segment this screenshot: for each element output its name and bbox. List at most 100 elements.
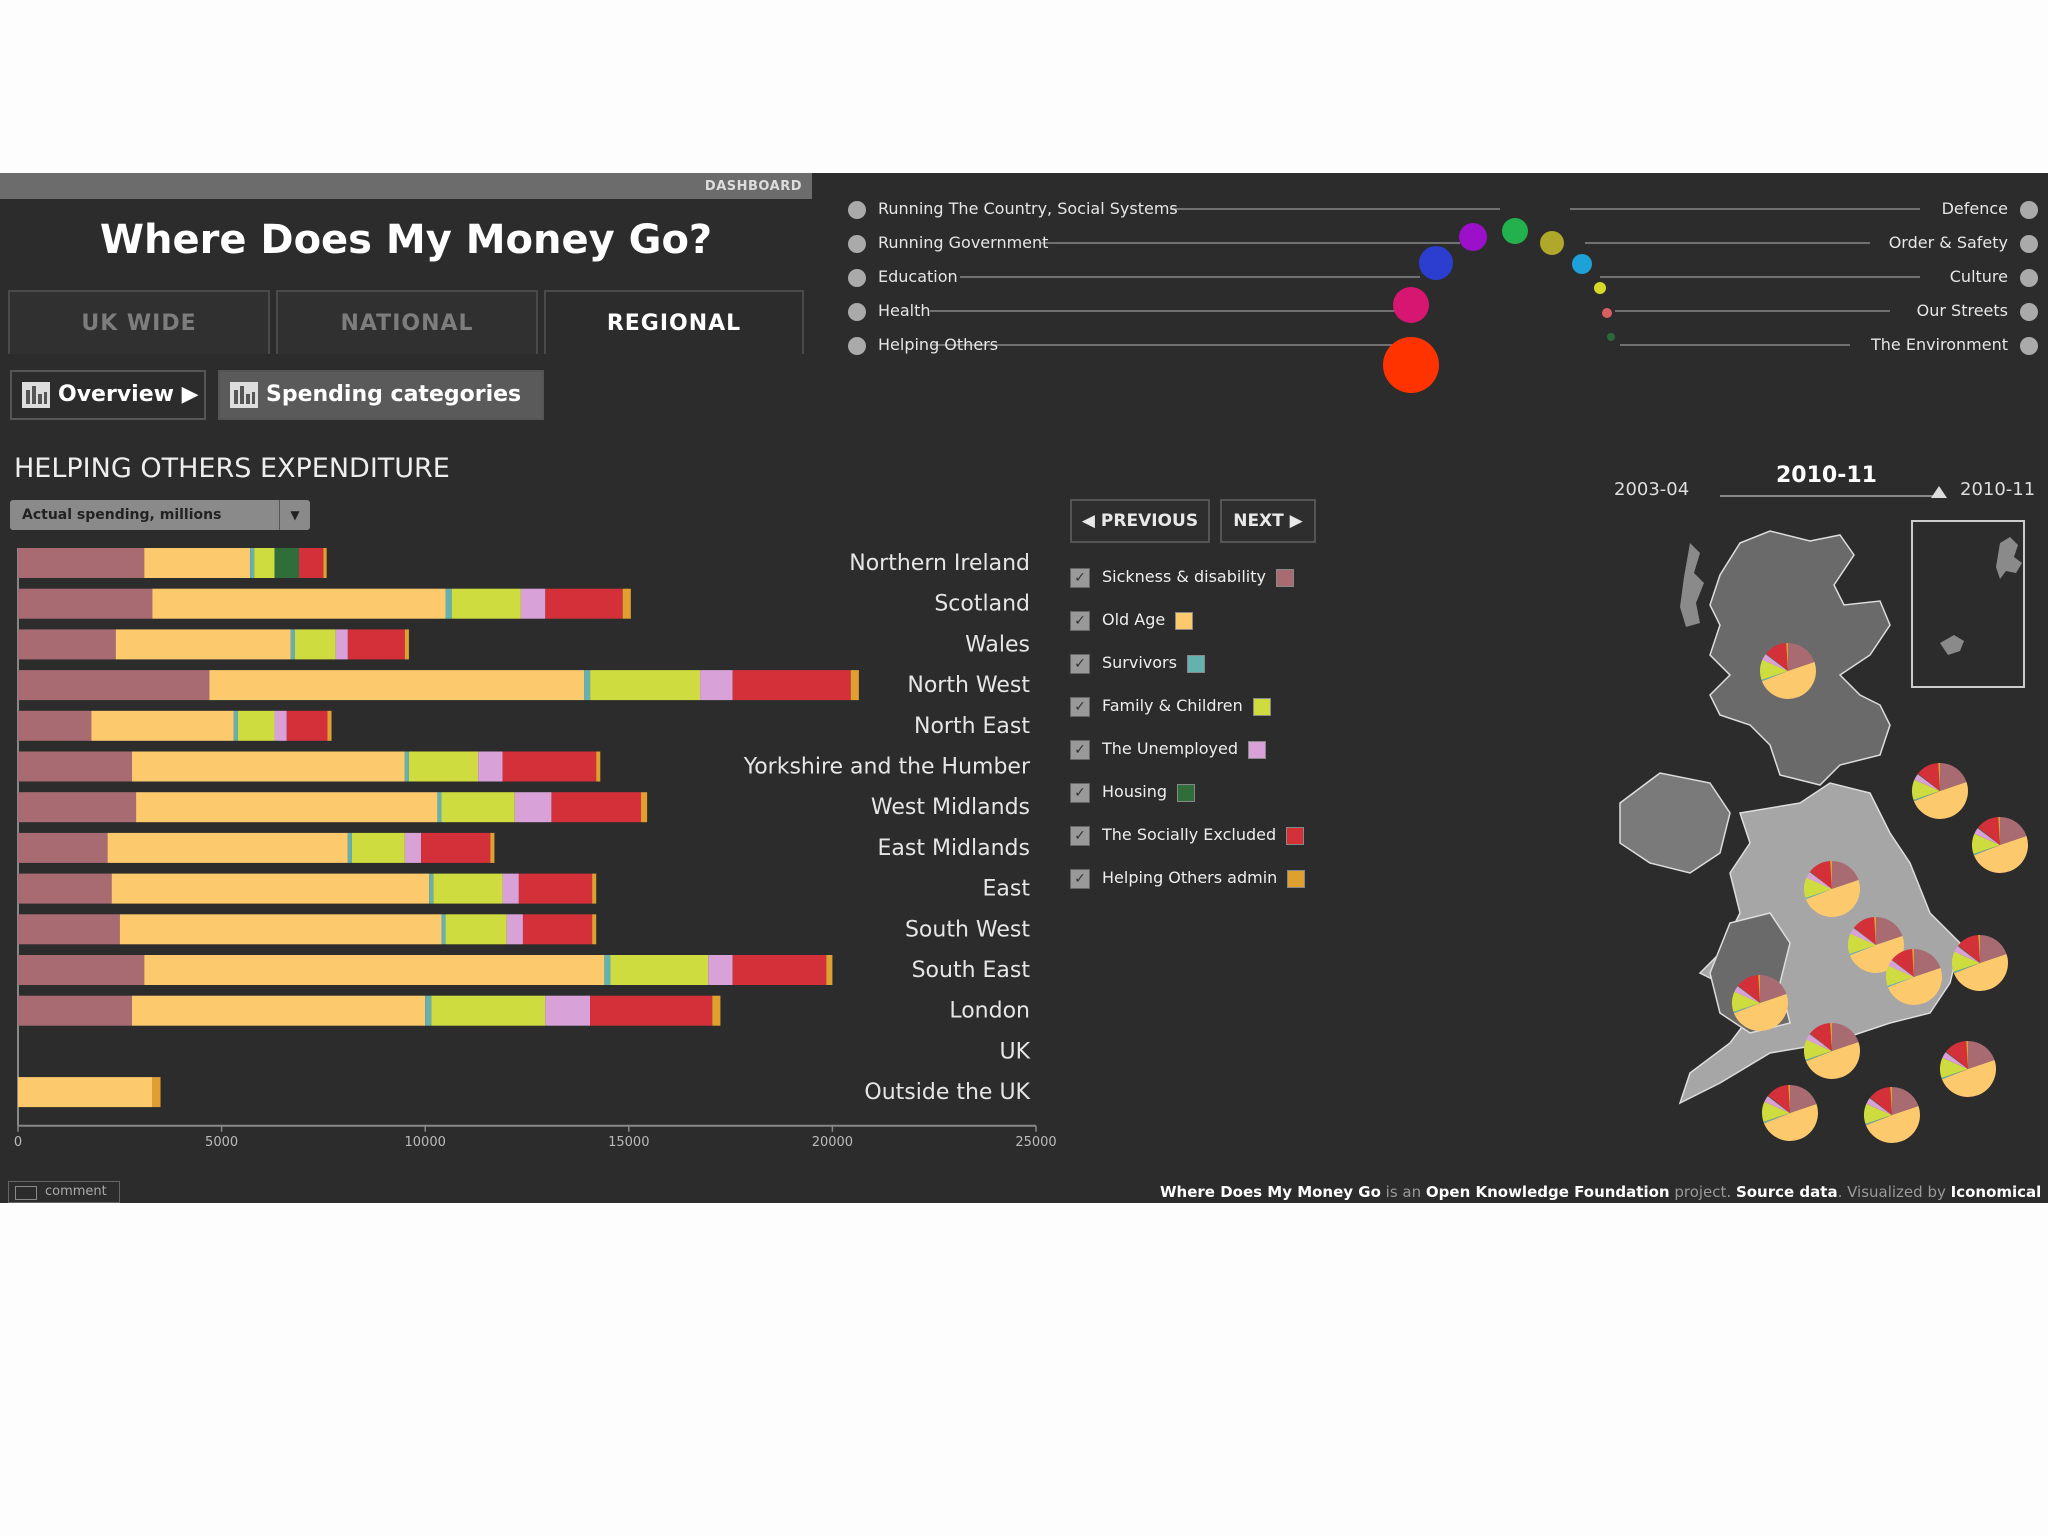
bar-segment[interactable] xyxy=(136,792,438,823)
bar-segment[interactable] xyxy=(445,588,452,619)
category-left-item[interactable]: Health xyxy=(848,298,931,324)
category-bubble[interactable] xyxy=(1607,333,1615,341)
bar-segment[interactable] xyxy=(421,832,491,863)
bar-segment[interactable] xyxy=(347,832,352,863)
chevron-down-icon[interactable]: ▼ xyxy=(279,500,310,530)
category-bubble[interactable] xyxy=(1594,282,1606,294)
region-label[interactable]: South East xyxy=(912,958,1031,983)
uk-map[interactable] xyxy=(1600,503,2040,1173)
bar-segment[interactable] xyxy=(132,995,426,1026)
checkbox-icon[interactable]: ✓ xyxy=(1070,567,1090,588)
bar-segment[interactable] xyxy=(551,792,642,823)
checkbox-icon[interactable]: ✓ xyxy=(1070,782,1090,803)
legend-item[interactable]: ✓ Old Age xyxy=(1070,605,1194,635)
bar-segment[interactable] xyxy=(520,588,546,619)
region-label[interactable]: Northern Ireland xyxy=(849,551,1030,576)
bar-segment[interactable] xyxy=(250,548,255,578)
region-pie-chart[interactable] xyxy=(1940,1041,1996,1097)
measure-dropdown[interactable]: Actual spending, millions ▼ xyxy=(10,500,310,530)
legend-item[interactable]: ✓ Family & Children xyxy=(1070,691,1271,721)
bar-segment[interactable] xyxy=(323,548,327,578)
bar-segment[interactable] xyxy=(431,995,546,1026)
region-pie-chart[interactable] xyxy=(1912,763,1968,819)
checkbox-icon[interactable]: ✓ xyxy=(1070,653,1090,674)
bar-segment[interactable] xyxy=(144,955,605,985)
bar-segment[interactable] xyxy=(522,914,593,945)
bar-segment[interactable] xyxy=(298,548,324,578)
bar-segment[interactable] xyxy=(596,751,601,782)
bar-segment[interactable] xyxy=(518,873,593,904)
dashboard-label[interactable]: DASHBOARD xyxy=(704,179,802,194)
category-bubble[interactable] xyxy=(1572,254,1592,274)
bar-segment[interactable] xyxy=(209,670,585,701)
tab-national[interactable]: NATIONAL xyxy=(276,290,538,354)
bar-segment[interactable] xyxy=(590,670,701,701)
bar-segment[interactable] xyxy=(18,670,210,701)
category-bubble[interactable] xyxy=(1419,246,1453,280)
footer-link-source[interactable]: Source data xyxy=(1735,1183,1838,1201)
legend-item[interactable]: ✓ Sickness & disability xyxy=(1070,562,1294,592)
bar-segment[interactable] xyxy=(18,955,145,985)
bar-segment[interactable] xyxy=(18,792,137,823)
category-left-item[interactable]: Education xyxy=(848,264,958,290)
comment-button[interactable]: comment xyxy=(8,1181,120,1203)
bar-segment[interactable] xyxy=(132,751,405,782)
bar-segment[interactable] xyxy=(641,792,648,823)
bar-segment[interactable] xyxy=(91,710,234,741)
bar-segment[interactable] xyxy=(335,629,348,660)
bar-segment[interactable] xyxy=(274,548,299,578)
region-label[interactable]: Yorkshire and the Humber xyxy=(743,755,1031,780)
bar-segment[interactable] xyxy=(18,1077,153,1108)
bar-segment[interactable] xyxy=(592,873,597,904)
region-pie-chart[interactable] xyxy=(1972,817,2028,873)
legend-item[interactable]: ✓ Housing xyxy=(1070,777,1196,807)
region-label[interactable]: UK xyxy=(999,1039,1030,1064)
region-label[interactable]: East Midlands xyxy=(878,836,1031,861)
bar-segment[interactable] xyxy=(433,873,503,904)
next-button[interactable]: NEXT ▶ xyxy=(1220,499,1316,543)
legend-item[interactable]: ✓ Survivors xyxy=(1070,648,1205,678)
bar-segment[interactable] xyxy=(111,873,430,904)
category-left-item[interactable]: Running The Country, Social Systems xyxy=(848,196,1178,222)
bar-segment[interactable] xyxy=(18,832,108,863)
bar-segment[interactable] xyxy=(18,873,112,904)
bar-segment[interactable] xyxy=(233,710,238,741)
bar-segment[interactable] xyxy=(18,751,133,782)
bar-segment[interactable] xyxy=(294,629,336,660)
bar-segment[interactable] xyxy=(327,710,332,741)
bar-segment[interactable] xyxy=(404,832,422,863)
region-pie-chart[interactable] xyxy=(1804,861,1860,917)
category-bubble[interactable] xyxy=(1459,223,1487,251)
overview-button[interactable]: Overview ▶ xyxy=(10,370,206,420)
bar-segment[interactable] xyxy=(502,873,519,904)
bar-segment[interactable] xyxy=(490,832,495,863)
legend-item[interactable]: ✓ The Socially Excluded xyxy=(1070,820,1305,850)
category-bubble[interactable] xyxy=(1383,337,1439,393)
region-label[interactable]: North East xyxy=(914,714,1030,739)
bar-segment[interactable] xyxy=(445,914,507,945)
bar-segment[interactable] xyxy=(115,629,291,660)
bar-segment[interactable] xyxy=(622,588,631,619)
legend-item[interactable]: ✓ The Unemployed xyxy=(1070,734,1266,764)
bar-segment[interactable] xyxy=(502,751,597,782)
checkbox-icon[interactable]: ✓ xyxy=(1070,610,1090,631)
region-label[interactable]: East xyxy=(983,877,1031,902)
region-pie-chart[interactable] xyxy=(1762,1085,1819,1142)
bar-segment[interactable] xyxy=(700,670,733,701)
category-right-item[interactable]: Culture xyxy=(1950,264,2038,290)
region-label[interactable]: Scotland xyxy=(934,592,1030,617)
bar-segment[interactable] xyxy=(404,751,409,782)
bar-segment[interactable] xyxy=(18,548,145,578)
tab-uk-wide[interactable]: UK WIDE xyxy=(8,290,270,354)
bar-segment[interactable] xyxy=(18,629,116,660)
bar-segment[interactable] xyxy=(347,629,405,660)
bar-segment[interactable] xyxy=(506,914,523,945)
bar-segment[interactable] xyxy=(610,955,709,985)
bar-segment[interactable] xyxy=(18,710,92,741)
bar-segment[interactable] xyxy=(708,955,733,985)
bar-segment[interactable] xyxy=(237,710,275,741)
category-right-item[interactable]: Defence xyxy=(1942,196,2038,222)
bar-segment[interactable] xyxy=(592,914,597,945)
bar-segment[interactable] xyxy=(429,873,434,904)
region-pie-chart[interactable] xyxy=(1864,1087,1920,1144)
